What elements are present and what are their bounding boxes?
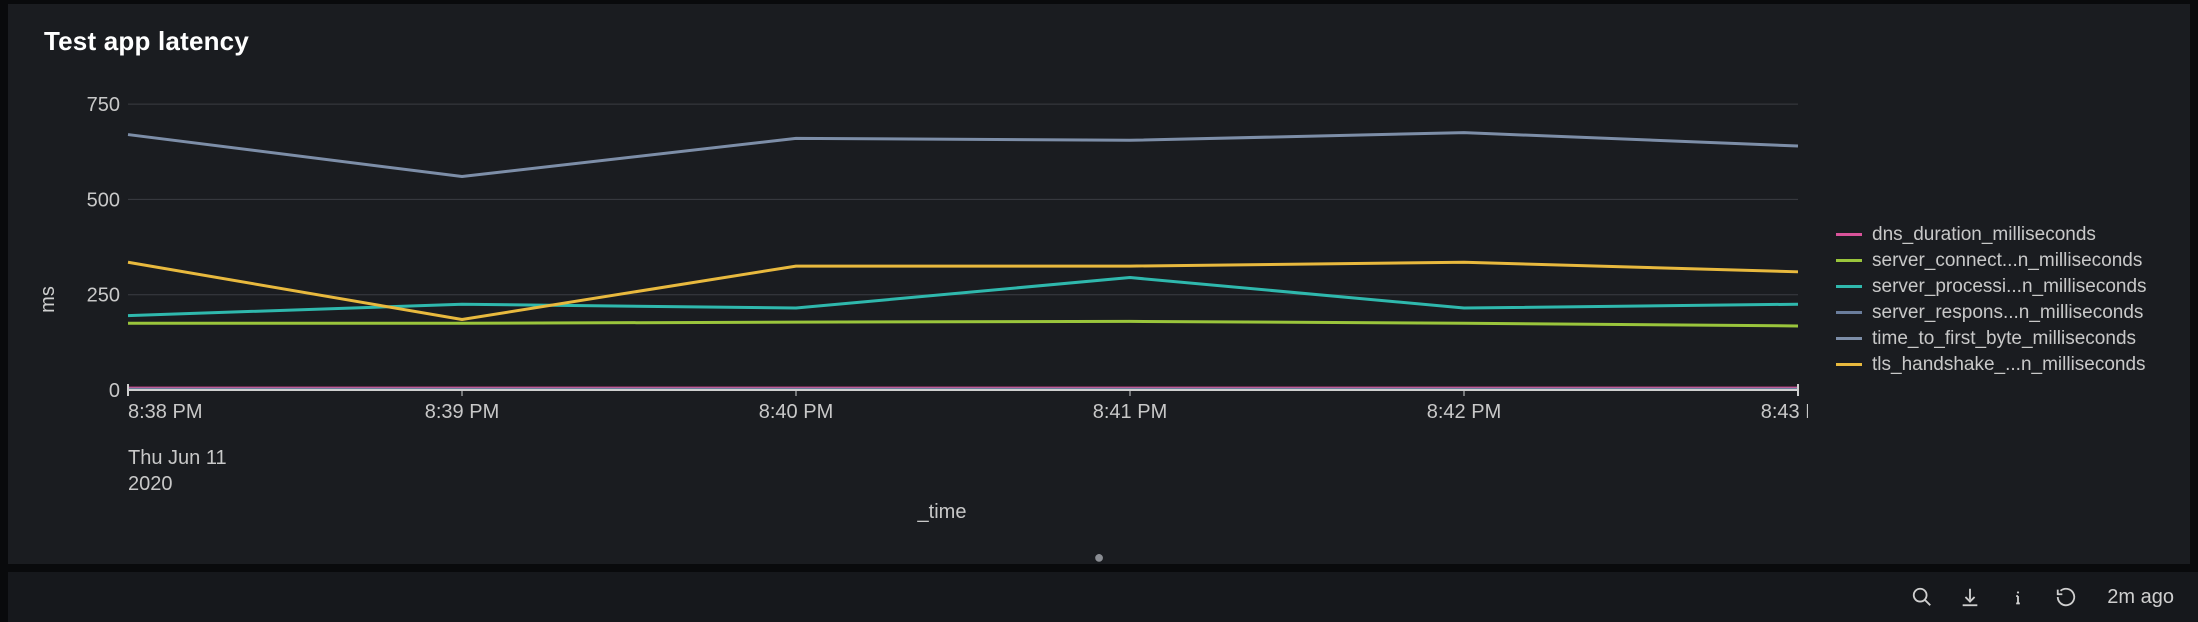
pager-indicator[interactable]: ● xyxy=(8,548,2190,566)
legend-label: time_to_first_byte_milliseconds xyxy=(1872,328,2136,350)
x-tick-label: 8:39 PM xyxy=(425,401,499,423)
series-line[interactable] xyxy=(128,321,1798,326)
series-line[interactable] xyxy=(128,262,1798,319)
legend-swatch xyxy=(1836,311,1862,314)
chart-legend: dns_duration_milliseconds server_connect.… xyxy=(1816,75,2166,524)
legend-item[interactable]: server_connect...n_milliseconds xyxy=(1836,250,2166,272)
legend-label: dns_duration_milliseconds xyxy=(1872,224,2096,246)
legend-swatch xyxy=(1836,233,1862,236)
series-line[interactable] xyxy=(128,278,1798,316)
legend-label: server_connect...n_milliseconds xyxy=(1872,250,2142,272)
y-axis-label-container: ms xyxy=(28,75,68,524)
legend-label: tls_handshake_...n_milliseconds xyxy=(1872,354,2146,376)
x-tick-label: 8:40 PM xyxy=(759,401,833,423)
x-axis-sublabels: Thu Jun 112020 xyxy=(68,445,1816,497)
x-tick-sublabel: Thu Jun 11 xyxy=(128,445,1816,471)
legend-label: server_respons...n_milliseconds xyxy=(1872,302,2143,324)
legend-swatch xyxy=(1836,363,1862,366)
x-tick-label: 8:42 PM xyxy=(1427,401,1501,423)
y-axis-label: ms xyxy=(36,286,59,313)
legend-swatch xyxy=(1836,259,1862,262)
chart-area: ms 0 250 500 750 8:38 PM 8:39 PM 8:40 PM 8:41 P… xyxy=(8,57,2190,548)
search-icon[interactable] xyxy=(1909,584,1935,610)
x-tick-sublabel: 2020 xyxy=(128,471,1816,497)
y-tick-label: 500 xyxy=(87,189,120,211)
y-tick-label: 750 xyxy=(87,94,120,116)
series-line[interactable] xyxy=(128,133,1798,177)
legend-swatch xyxy=(1836,285,1862,288)
legend-item[interactable]: dns_duration_milliseconds xyxy=(1836,224,2166,246)
status-bar: 2m ago xyxy=(8,572,2198,622)
chart-panel: Test app latency ms 0 250 500 750 8:38 PM 8:3… xyxy=(8,4,2190,564)
legend-label: server_processi...n_milliseconds xyxy=(1872,276,2147,298)
refresh-icon[interactable] xyxy=(2053,584,2079,610)
x-tick-label: 8:38 PM xyxy=(128,401,202,423)
x-axis-label: _time xyxy=(68,497,1816,524)
line-chart[interactable]: 0 250 500 750 8:38 PM 8:39 PM 8:40 PM 8:41 PM 8:… xyxy=(68,75,1808,445)
legend-item[interactable]: server_processi...n_milliseconds xyxy=(1836,276,2166,298)
download-icon[interactable] xyxy=(1957,584,1983,610)
last-refresh-timestamp: 2m ago xyxy=(2107,586,2174,609)
legend-item[interactable]: time_to_first_byte_milliseconds xyxy=(1836,328,2166,350)
y-tick-label: 0 xyxy=(109,380,120,402)
y-tick-label: 250 xyxy=(87,285,120,307)
plot-column: 0 250 500 750 8:38 PM 8:39 PM 8:40 PM 8:41 PM 8:… xyxy=(68,75,1816,524)
x-tick-label: 8:41 PM xyxy=(1093,401,1167,423)
legend-item[interactable]: tls_handshake_...n_milliseconds xyxy=(1836,354,2166,376)
info-icon[interactable] xyxy=(2005,584,2031,610)
x-tick-label: 8:43 PM xyxy=(1761,401,1808,423)
legend-item[interactable]: server_respons...n_milliseconds xyxy=(1836,302,2166,324)
panel-title: Test app latency xyxy=(8,4,2190,57)
legend-swatch xyxy=(1836,337,1862,340)
